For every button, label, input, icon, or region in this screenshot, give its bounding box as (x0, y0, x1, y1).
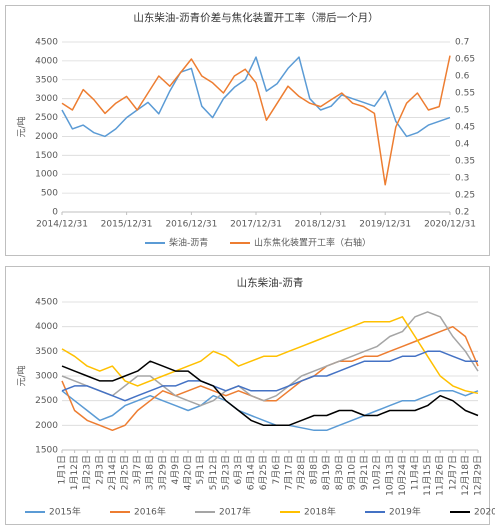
x-tick-label: 1月1日 (57, 455, 68, 484)
y-axis-label: 元/吨 (16, 365, 28, 386)
chart-title: 山东柴油-沥青 (237, 276, 304, 289)
x-tick-label: 9月21日 (359, 455, 370, 490)
x-tick-label: 4月20日 (183, 455, 194, 490)
y-tick-label: 4000 (35, 322, 58, 332)
x-tick-label: 2月25日 (120, 455, 131, 490)
y-tick-label: 1500 (35, 151, 58, 161)
series-line (61, 390, 479, 432)
chart-title: 山东柴油-沥青价差与焦化装置开工率（滞后一个月） (133, 11, 378, 24)
y-tick-label: 3500 (35, 75, 58, 85)
y2-tick-label: 0.45 (455, 123, 475, 133)
legend-label: 2016年 (134, 506, 166, 518)
x-tick-label: 3月29日 (157, 455, 168, 490)
legend-label: 2020年 (474, 506, 495, 518)
x-tick-label: 8月30日 (334, 455, 345, 490)
y-tick-label: 0 (52, 208, 58, 218)
x-tick-label: 2019/12/31 (359, 220, 411, 230)
y2-tick-label: 0.4 (455, 140, 470, 150)
x-tick-label: 8月8日 (309, 455, 320, 484)
y2-tick-label: 0.25 (455, 191, 475, 201)
series-line (61, 311, 479, 407)
x-tick-label: 11月4日 (409, 455, 420, 490)
series-line (61, 350, 478, 402)
legend-label: 2017年 (219, 506, 251, 518)
y2-tick-label: 0.35 (455, 157, 475, 167)
x-tick-label: 7月6日 (271, 455, 282, 484)
y-tick-label: 2500 (35, 113, 58, 123)
y2-tick-label: 0.65 (455, 55, 475, 65)
x-tick-label: 2017/12/31 (230, 220, 282, 230)
y2-tick-label: 0.3 (455, 174, 469, 184)
y2-tick-label: 0.2 (455, 208, 469, 218)
x-tick-label: 11月26日 (435, 455, 446, 496)
x-tick-label: 5月1日 (195, 455, 206, 484)
x-tick-label: 2018/12/31 (295, 220, 347, 230)
x-tick-label: 7月28日 (296, 455, 307, 490)
y-tick-label: 3500 (35, 347, 58, 357)
y-tick-label: 4500 (35, 298, 58, 308)
y2-tick-label: 0.6 (455, 72, 470, 82)
x-tick-label: 6月25日 (258, 455, 269, 490)
y-tick-label: 3000 (35, 372, 58, 382)
x-tick-label: 3月18日 (145, 455, 156, 490)
y-tick-label: 2000 (35, 421, 58, 431)
y-tick-label: 4000 (35, 56, 58, 66)
y-axis-label: 元/吨 (16, 116, 28, 137)
series-line (61, 325, 479, 432)
panel (5, 5, 490, 256)
y-tick-label: 3000 (35, 94, 58, 104)
y-tick-label: 1500 (35, 446, 58, 456)
x-tick-label: 10月13日 (384, 455, 395, 496)
y-tick-label: 500 (41, 189, 58, 199)
y-tick-label: 1000 (35, 170, 58, 180)
x-tick-label: 1月23日 (82, 455, 93, 490)
x-tick-label: 12月29日 (473, 455, 484, 496)
x-tick-label: 9月10日 (346, 455, 357, 490)
legend-label: 柴油-沥青 (169, 237, 208, 249)
y2-tick-label: 0.55 (455, 89, 475, 99)
series-line (61, 316, 479, 395)
x-tick-label: 4月9日 (170, 455, 181, 484)
x-tick-label: 5月12日 (208, 455, 219, 490)
x-tick-label: 6月14日 (246, 455, 257, 490)
x-tick-label: 2014/12/31 (36, 220, 88, 230)
y-tick-label: 2500 (35, 396, 58, 406)
panel (5, 266, 490, 525)
legend-label: 2019年 (389, 506, 421, 518)
y-tick-label: 2000 (35, 132, 58, 142)
x-tick-label: 3月7日 (132, 455, 143, 484)
y-tick-label: 4500 (35, 38, 58, 48)
legend-label: 山东焦化装置开工率（右轴） (254, 237, 371, 249)
y2-tick-label: 0.5 (455, 106, 469, 116)
x-tick-label: 1月12日 (69, 455, 80, 490)
x-tick-label: 11月15日 (422, 455, 433, 496)
x-tick-label: 12月7日 (447, 455, 458, 490)
series-line (61, 360, 479, 427)
x-tick-label: 2015/12/31 (101, 220, 153, 230)
y2-tick-label: 0.7 (455, 38, 469, 48)
x-tick-label: 2月14日 (107, 455, 118, 490)
series-line (61, 56, 451, 138)
legend-label: 2015年 (49, 506, 81, 518)
x-tick-label: 2月3日 (94, 455, 105, 484)
x-tick-label: 7月17日 (283, 455, 294, 490)
x-tick-label: 8月19日 (321, 455, 332, 490)
x-tick-label: 5月23日 (220, 455, 231, 490)
x-tick-label: 12月18日 (460, 455, 471, 496)
x-tick-label: 10月24日 (397, 455, 408, 496)
x-tick-label: 6月3日 (233, 455, 244, 484)
series-line (61, 55, 451, 186)
legend-label: 2018年 (304, 506, 336, 518)
x-tick-label: 2016/12/31 (165, 220, 217, 230)
x-tick-label: 2020/12/31 (424, 220, 476, 230)
x-tick-label: 10月2日 (372, 455, 383, 490)
